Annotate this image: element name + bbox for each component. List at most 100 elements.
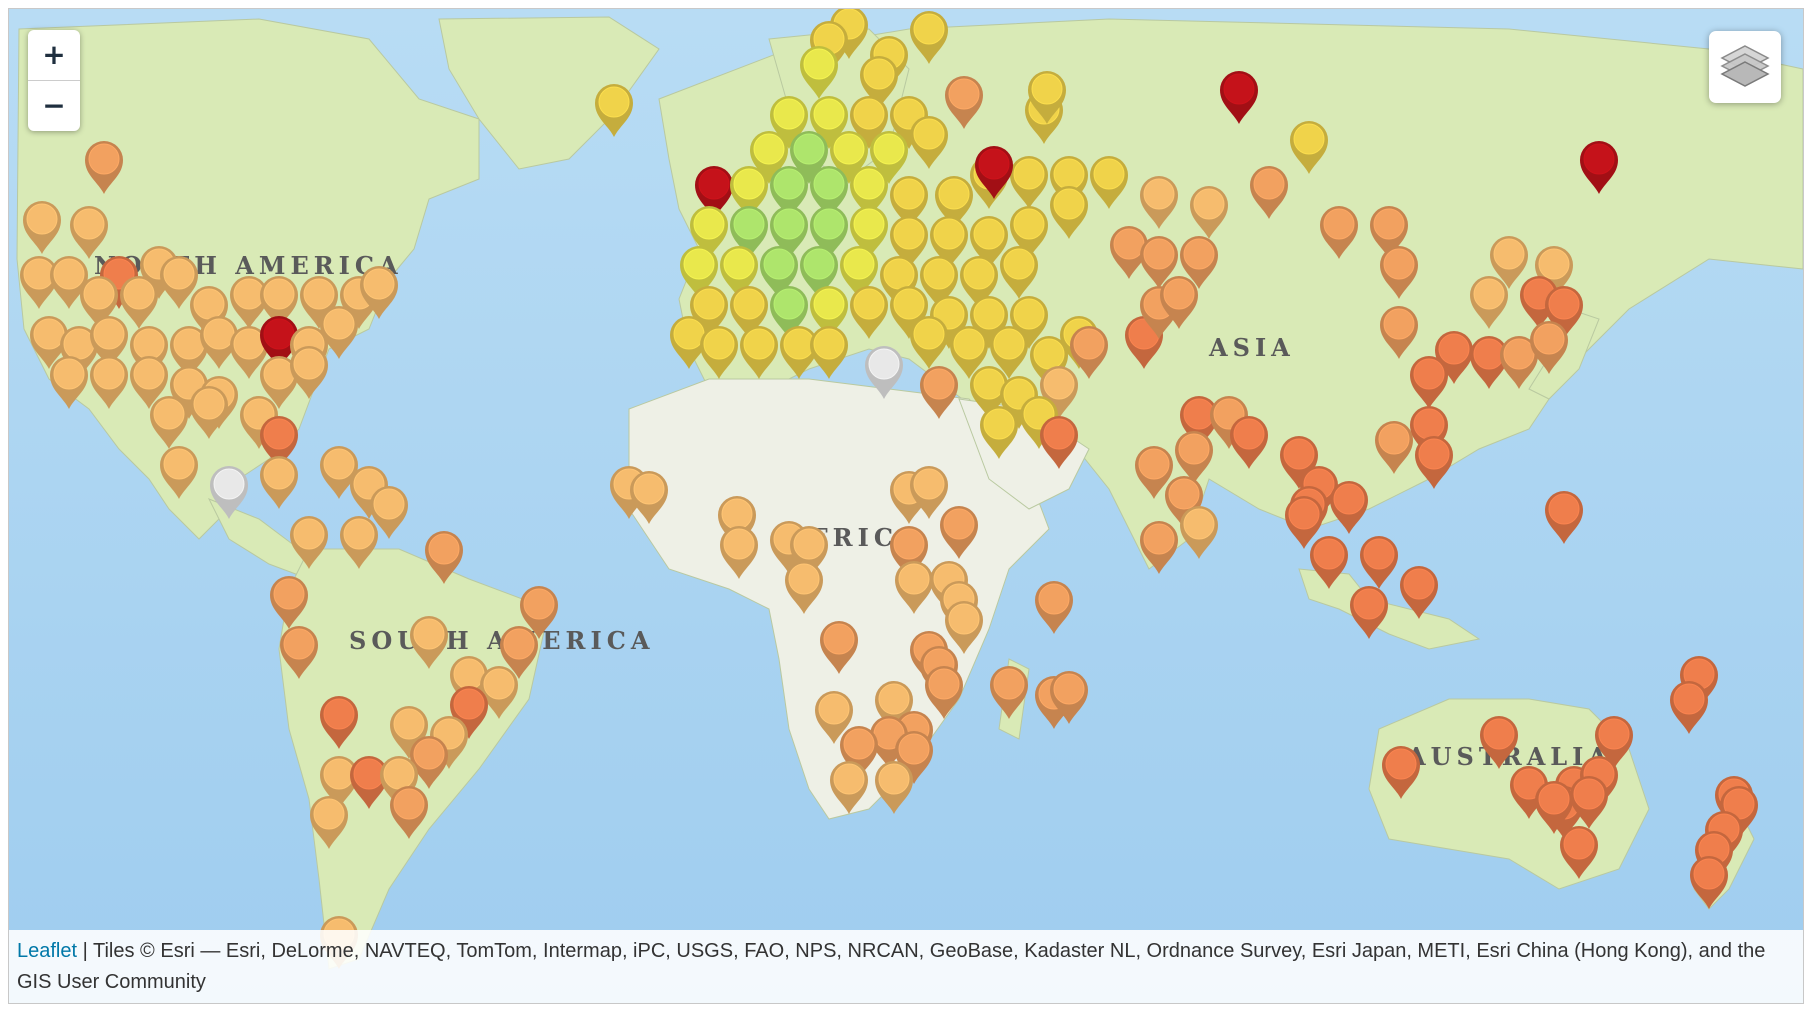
map-marker[interactable] bbox=[950, 326, 988, 379]
map-marker[interactable] bbox=[1000, 246, 1038, 299]
map-marker[interactable] bbox=[690, 206, 728, 259]
map-marker[interactable] bbox=[320, 696, 358, 749]
map-marker[interactable] bbox=[425, 531, 463, 584]
map-marker[interactable] bbox=[1110, 226, 1148, 279]
map-marker[interactable] bbox=[595, 84, 633, 137]
map-marker[interactable] bbox=[770, 286, 808, 339]
map-marker[interactable] bbox=[1140, 521, 1178, 574]
map-marker[interactable] bbox=[390, 786, 428, 839]
map-marker[interactable] bbox=[730, 166, 768, 219]
map-marker[interactable] bbox=[850, 286, 888, 339]
map-marker[interactable] bbox=[1230, 416, 1268, 469]
map-marker[interactable] bbox=[815, 691, 853, 744]
map-marker[interactable] bbox=[730, 206, 768, 259]
map-marker[interactable] bbox=[770, 166, 808, 219]
map-marker[interactable] bbox=[130, 356, 168, 409]
map-marker[interactable] bbox=[760, 246, 798, 299]
map-marker[interactable] bbox=[920, 366, 958, 419]
map-marker[interactable] bbox=[980, 406, 1018, 459]
map-marker[interactable] bbox=[680, 246, 718, 299]
map-marker[interactable] bbox=[860, 56, 898, 109]
map-marker[interactable] bbox=[785, 561, 823, 614]
map-marker[interactable] bbox=[1415, 436, 1453, 489]
map-marker[interactable] bbox=[1140, 176, 1178, 229]
map-marker[interactable] bbox=[940, 506, 978, 559]
map-marker[interactable] bbox=[1090, 156, 1128, 209]
map-marker[interactable] bbox=[910, 466, 948, 519]
map-marker[interactable] bbox=[70, 206, 108, 259]
map-marker[interactable] bbox=[890, 176, 928, 229]
map-marker[interactable] bbox=[1050, 186, 1088, 239]
map-marker[interactable] bbox=[730, 286, 768, 339]
map-marker[interactable] bbox=[1382, 746, 1420, 799]
map-marker[interactable] bbox=[1580, 141, 1618, 194]
map-marker[interactable] bbox=[1370, 206, 1408, 259]
map-marker[interactable] bbox=[20, 256, 58, 309]
map-marker[interactable] bbox=[1490, 236, 1528, 289]
map-marker[interactable] bbox=[290, 516, 328, 569]
map-marker[interactable] bbox=[30, 316, 68, 369]
map-marker[interactable] bbox=[160, 256, 198, 309]
map-marker[interactable] bbox=[1570, 776, 1608, 829]
map-marker[interactable] bbox=[1670, 681, 1708, 734]
map-marker[interactable] bbox=[370, 486, 408, 539]
map-marker[interactable] bbox=[910, 116, 948, 169]
zoom-in-button[interactable]: + bbox=[42, 38, 66, 71]
map-marker[interactable] bbox=[1070, 326, 1108, 379]
map-marker[interactable] bbox=[1500, 336, 1538, 389]
map-marker[interactable] bbox=[310, 796, 348, 849]
map-marker[interactable] bbox=[260, 456, 298, 509]
map-marker[interactable] bbox=[1690, 856, 1728, 909]
map-marker[interactable] bbox=[1028, 71, 1066, 124]
map-marker[interactable] bbox=[890, 216, 928, 269]
map-marker[interactable] bbox=[800, 246, 838, 299]
map-marker[interactable] bbox=[1010, 156, 1048, 209]
map-marker[interactable] bbox=[1560, 826, 1598, 879]
map-marker[interactable] bbox=[720, 526, 758, 579]
map-marker[interactable] bbox=[450, 686, 488, 739]
map-marker[interactable] bbox=[280, 626, 318, 679]
map-marker[interactable] bbox=[350, 756, 388, 809]
layers-button[interactable] bbox=[1709, 31, 1781, 103]
map-marker[interactable] bbox=[1035, 581, 1073, 634]
map-marker[interactable] bbox=[1135, 446, 1173, 499]
map-marker[interactable] bbox=[1410, 356, 1448, 409]
map-marker[interactable] bbox=[780, 326, 818, 379]
map-marker[interactable] bbox=[930, 216, 968, 269]
map-marker[interactable] bbox=[810, 166, 848, 219]
map-marker[interactable] bbox=[1470, 336, 1508, 389]
map-marker[interactable] bbox=[1380, 246, 1418, 299]
map-marker[interactable] bbox=[1310, 536, 1348, 589]
map-marker[interactable] bbox=[700, 326, 738, 379]
map-marker[interactable] bbox=[90, 316, 128, 369]
map-marker[interactable] bbox=[290, 346, 328, 399]
map-marker[interactable] bbox=[1190, 186, 1228, 239]
map-marker[interactable] bbox=[320, 306, 358, 359]
leaflet-link[interactable]: Leaflet bbox=[17, 940, 78, 962]
map-marker[interactable] bbox=[85, 141, 123, 194]
map-marker[interactable] bbox=[740, 326, 778, 379]
map-marker[interactable] bbox=[960, 256, 998, 309]
map-marker[interactable] bbox=[945, 76, 983, 129]
map-marker[interactable] bbox=[1380, 306, 1418, 359]
map-marker[interactable] bbox=[410, 736, 448, 789]
map-marker[interactable] bbox=[1470, 276, 1508, 329]
map-marker[interactable] bbox=[850, 206, 888, 259]
map-marker[interactable] bbox=[695, 166, 733, 219]
map-marker[interactable] bbox=[340, 516, 378, 569]
map-marker[interactable] bbox=[1375, 421, 1413, 474]
map-marker[interactable] bbox=[1480, 716, 1518, 769]
map-marker[interactable] bbox=[1330, 481, 1368, 534]
map-marker[interactable] bbox=[50, 256, 88, 309]
map-marker[interactable] bbox=[1285, 496, 1323, 549]
map-marker[interactable] bbox=[1160, 276, 1198, 329]
map-marker[interactable] bbox=[925, 666, 963, 719]
map-marker[interactable] bbox=[1220, 71, 1258, 124]
map-marker[interactable] bbox=[1140, 236, 1178, 289]
map-marker[interactable] bbox=[1290, 121, 1328, 174]
map-marker[interactable] bbox=[410, 616, 448, 669]
map-marker[interactable] bbox=[1010, 206, 1048, 259]
map-marker[interactable] bbox=[260, 416, 298, 469]
map-marker[interactable] bbox=[1400, 566, 1438, 619]
map-marker[interactable] bbox=[23, 201, 61, 254]
